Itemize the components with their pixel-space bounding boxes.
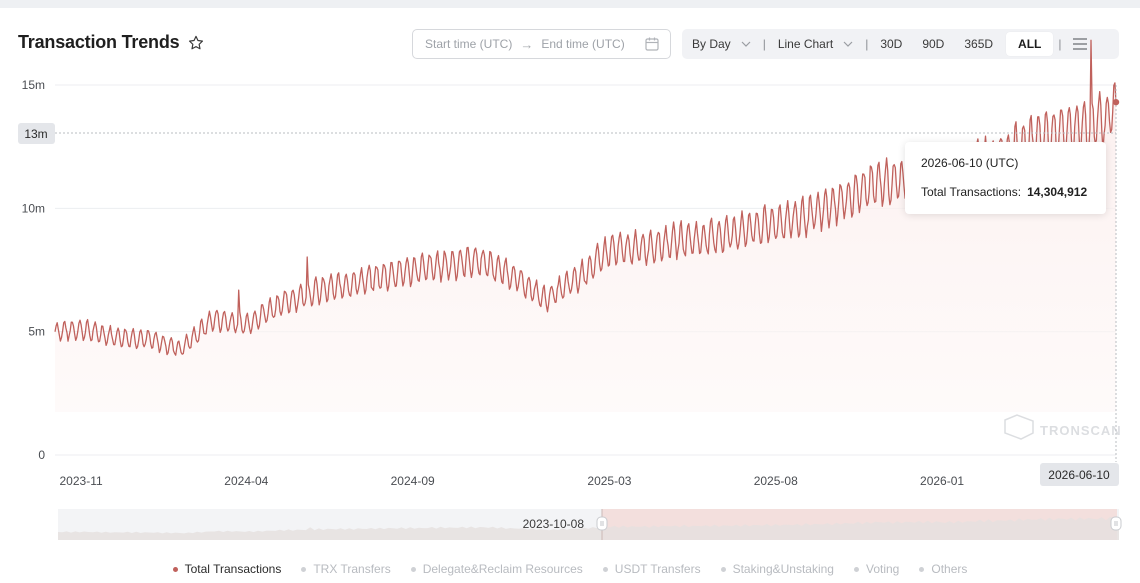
chart-tooltip: 2026-06-10 (UTC) Total Transactions: 14,…: [905, 142, 1106, 214]
x-tick-label: 2024-04: [224, 474, 268, 488]
legend-item-staking-unstaking[interactable]: Staking&Unstaking: [720, 562, 834, 576]
legend-item-delegate-reclaim[interactable]: Delegate&Reclaim Resources: [410, 562, 583, 576]
page-title: Transaction Trends: [18, 32, 180, 52]
tronscan-logo-icon: [1004, 414, 1034, 440]
title-row: Transaction Trends: [18, 32, 205, 53]
slider-right-handle[interactable]: [1110, 516, 1122, 531]
toolbar-separator: |: [1058, 37, 1062, 51]
legend-dot: [919, 566, 925, 572]
chart-menu-button[interactable]: [1063, 29, 1097, 59]
crosshair-y-badge: [18, 123, 55, 144]
y-tick-label: 0: [38, 448, 45, 462]
range-365d-button[interactable]: 365D: [964, 37, 994, 51]
chevron-down-icon: [843, 41, 853, 47]
chevron-down-icon: [741, 41, 751, 47]
x-tick-label: 2026-01: [920, 474, 964, 488]
tooltip-label: Total Transactions:: [921, 185, 1022, 199]
arrow-right-icon: →: [520, 36, 534, 52]
chart-type-select[interactable]: Line Chart: [768, 29, 863, 59]
legend-label: TRX Transfers: [313, 562, 391, 576]
menu-icon: [1073, 38, 1088, 50]
chart-toolbar: By Day | Line Chart | 30D 90D 365D ALL |: [682, 29, 1119, 59]
legend-dot: [301, 566, 307, 572]
chart-type-label: Line Chart: [777, 37, 834, 51]
x-tick-label: 2024-09: [391, 474, 435, 488]
slider-mini-area: [58, 516, 1119, 540]
y-tick-label: 5m: [28, 325, 45, 339]
slider-left-handle[interactable]: [596, 516, 608, 531]
end-time-input[interactable]: End time (UTC): [541, 37, 625, 51]
date-range-picker[interactable]: Start time (UTC) → End time (UTC): [412, 29, 671, 59]
x-tick-label: 2025-08: [754, 474, 798, 488]
legend-item-others[interactable]: Others: [919, 562, 967, 576]
star-icon[interactable]: [187, 34, 205, 52]
tooltip-value: 14,304,912: [1027, 185, 1088, 199]
slider-start-label: 2023-10-08: [523, 517, 585, 531]
legend-dot: [410, 566, 416, 572]
tooltip-row: Total Transactions: 14,304,912: [921, 185, 1090, 199]
legend-item-total-transactions[interactable]: Total Transactions: [172, 562, 282, 576]
toolbar-separator: |: [865, 37, 869, 51]
legend-item-trx-transfers[interactable]: TRX Transfers: [301, 562, 391, 576]
range-30d-button[interactable]: 30D: [880, 37, 903, 51]
legend-item-usdt-transfers[interactable]: USDT Transfers: [602, 562, 701, 576]
x-tick-label: 2023-11: [60, 474, 103, 488]
y-tick-label: 10m: [22, 201, 45, 215]
legend-label: Delegate&Reclaim Resources: [422, 562, 583, 576]
y-tick-label: 15m: [22, 78, 45, 92]
granularity-select[interactable]: By Day: [682, 29, 761, 59]
x-tick-label: 2025-03: [587, 474, 631, 488]
y-axis-ticks: 0 5m 10m 15m: [22, 78, 46, 462]
crosshair-y-label: 13m: [24, 127, 47, 141]
legend-dot: [172, 566, 178, 572]
data-zoom-slider[interactable]: 2023-10-08: [58, 509, 1122, 540]
toolbar-separator: |: [762, 37, 766, 51]
legend-dot: [720, 566, 726, 572]
legend-label: Total Transactions: [184, 562, 282, 576]
series-area-total-transactions: [55, 40, 1116, 413]
chart-legend: Total Transactions TRX Transfers Delegat…: [0, 562, 1140, 576]
tooltip-date: 2026-06-10 (UTC): [921, 156, 1019, 170]
legend-dot: [853, 566, 859, 572]
legend-label: Staking&Unstaking: [732, 562, 834, 576]
legend-dot: [602, 566, 608, 572]
top-divider: [0, 0, 1140, 8]
start-time-input[interactable]: Start time (UTC): [425, 37, 513, 51]
watermark-text: TRONSCAN: [1040, 423, 1122, 438]
watermark: TRONSCAN: [1004, 414, 1122, 440]
legend-label: Voting: [865, 562, 900, 576]
calendar-icon[interactable]: [644, 36, 660, 52]
legend-label: USDT Transfers: [614, 562, 701, 576]
range-90d-button[interactable]: 90D: [922, 37, 945, 51]
granularity-label: By Day: [692, 37, 731, 51]
crosshair-x-badge: [1040, 463, 1119, 486]
legend-item-voting[interactable]: Voting: [853, 562, 900, 576]
x-axis-ticks: 2023-11 2024-04 2024-09 2025-03 2025-08 2026-…: [60, 474, 965, 488]
crosshair-x-label: 2026-06-10: [1048, 468, 1110, 482]
range-all-button[interactable]: ALL: [1006, 32, 1054, 56]
legend-label: Others: [931, 562, 968, 576]
hover-point: [1112, 98, 1120, 106]
